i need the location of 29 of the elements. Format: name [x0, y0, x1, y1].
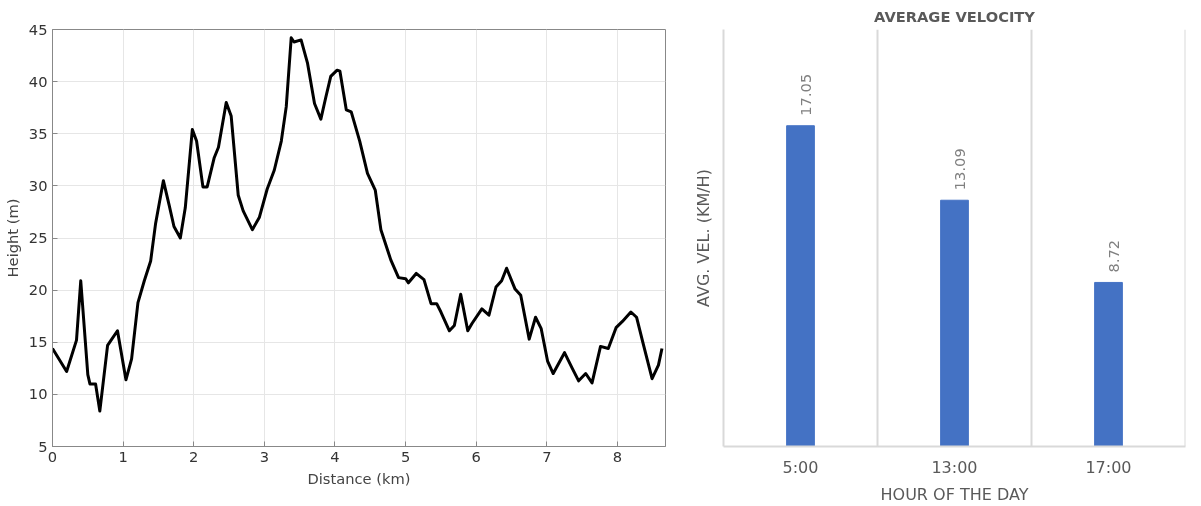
y-tick-label: 30 [28, 176, 48, 194]
y-axis-title: AVG. VEL. (KM/H) [693, 169, 713, 307]
x-axis-title: HOUR OF THE DAY [880, 484, 1029, 504]
data-label: 8.72 [1105, 239, 1123, 273]
x-axis-title: Distance (km) [307, 469, 411, 487]
y-tick-label: 15 [28, 333, 48, 351]
y-tick-label: 25 [28, 229, 48, 246]
x-tick-label: 5 [400, 447, 411, 465]
data-label: 17.05 [797, 73, 815, 116]
y-tick-label: 45 [28, 20, 48, 38]
y-tick-label: 20 [28, 281, 48, 299]
line-series [52, 36, 664, 413]
x-tick-label: 4 [330, 447, 340, 465]
y-tick-label: 35 [28, 124, 48, 142]
y-tick-label: 10 [28, 385, 48, 403]
data-label: 13.09 [951, 148, 969, 191]
x-tick-label: 0 [47, 447, 58, 465]
x-tick-label: 13:00 [931, 457, 978, 477]
x-tick-label: 8 [612, 447, 623, 465]
chart-title: AVERAGE VELOCITY [874, 7, 1036, 25]
x-tick-label: 6 [471, 447, 481, 465]
x-tick-label: 7 [542, 447, 552, 465]
x-tick-label: 1 [118, 447, 128, 465]
x-tick-label: 17:00 [1085, 457, 1132, 477]
x-tick-label: 5:00 [782, 457, 819, 477]
x-tick-label: 3 [259, 447, 270, 465]
y-axis-title: Height (m) [3, 198, 21, 278]
y-tick-label: 40 [28, 72, 48, 90]
x-tick-label: 2 [189, 447, 199, 465]
